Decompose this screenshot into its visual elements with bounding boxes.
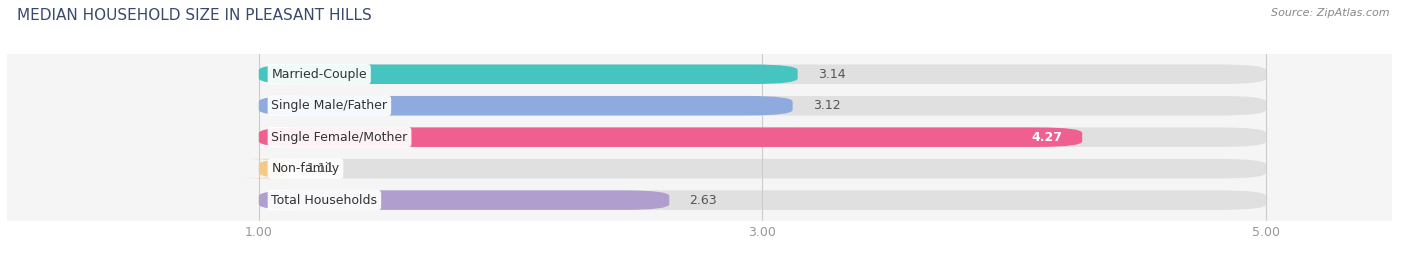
Text: Non-family: Non-family <box>271 162 339 175</box>
Text: Single Female/Mother: Single Female/Mother <box>271 131 408 144</box>
Text: 3.12: 3.12 <box>813 99 841 112</box>
Text: 3.14: 3.14 <box>818 68 845 81</box>
Text: Single Male/Father: Single Male/Father <box>271 99 388 112</box>
Text: 4.27: 4.27 <box>1031 131 1062 144</box>
Text: 2.63: 2.63 <box>689 194 717 207</box>
FancyBboxPatch shape <box>259 65 797 84</box>
FancyBboxPatch shape <box>242 159 304 178</box>
FancyBboxPatch shape <box>259 96 1265 115</box>
FancyBboxPatch shape <box>259 128 1083 147</box>
FancyBboxPatch shape <box>259 190 1265 210</box>
Text: MEDIAN HOUSEHOLD SIZE IN PLEASANT HILLS: MEDIAN HOUSEHOLD SIZE IN PLEASANT HILLS <box>17 8 371 23</box>
Text: Total Households: Total Households <box>271 194 377 207</box>
Text: Married-Couple: Married-Couple <box>271 68 367 81</box>
FancyBboxPatch shape <box>259 190 669 210</box>
Text: Source: ZipAtlas.com: Source: ZipAtlas.com <box>1271 8 1389 18</box>
FancyBboxPatch shape <box>259 96 793 115</box>
FancyBboxPatch shape <box>259 128 1265 147</box>
FancyBboxPatch shape <box>259 65 1265 84</box>
FancyBboxPatch shape <box>259 159 1265 178</box>
Text: 1.11: 1.11 <box>307 162 335 175</box>
